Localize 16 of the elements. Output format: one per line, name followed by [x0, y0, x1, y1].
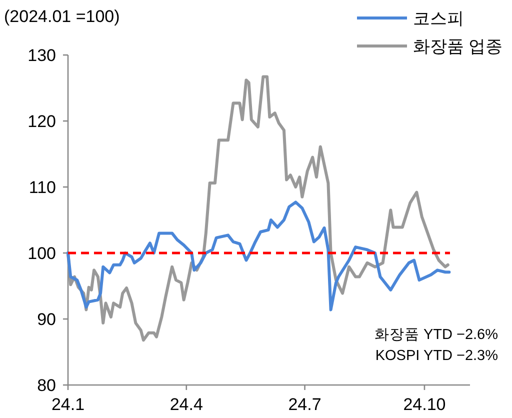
text: (2024.01 =100): [4, 7, 120, 26]
legend-label: 코스피: [413, 9, 464, 28]
x-tick-label: 24.1: [51, 395, 85, 414]
legend-label: 화장품 업종: [413, 37, 503, 56]
x-tick-label: 24.7: [288, 395, 322, 414]
y-tick-label: 120: [28, 112, 56, 131]
annotation: KOSPI YTD −2.3%: [375, 348, 498, 364]
x-tick-label: 24.4: [170, 395, 203, 414]
y-tick-label: 80: [37, 376, 56, 395]
line-series: [66, 200, 451, 312]
y-tick-label: 110: [28, 178, 56, 197]
x-tick-label: 24.10: [403, 395, 446, 414]
y-tick-label: 90: [37, 310, 56, 329]
y-tick-label: 130: [28, 46, 56, 65]
annotation: 화장품 YTD −2.6%: [374, 327, 498, 343]
y-tick-label: 100: [28, 244, 56, 263]
